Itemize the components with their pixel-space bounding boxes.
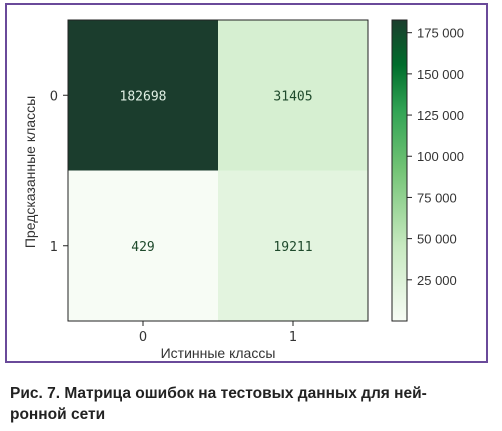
colorbar-tick-label: 75 000 bbox=[417, 190, 457, 205]
colorbar-tick-label: 125 000 bbox=[417, 108, 464, 123]
colorbar-tick-label: 175 000 bbox=[417, 26, 464, 41]
cell-value-label: 31405 bbox=[273, 89, 312, 104]
x-tick-label: 0 bbox=[139, 330, 147, 345]
colorbar-tick-label: 50 000 bbox=[417, 232, 457, 247]
x-tick-label: 1 bbox=[289, 330, 297, 345]
y-axis-label: Предсказанные классы bbox=[22, 96, 38, 248]
caption-line-1: Рис. 7. Матрица ошибок на тестовых данны… bbox=[10, 385, 427, 402]
cell-value-label: 182698 bbox=[120, 89, 167, 104]
cell-value-label: 19211 bbox=[273, 240, 312, 255]
heatmap-cell bbox=[68, 170, 218, 321]
cell-value-label: 429 bbox=[131, 240, 154, 255]
y-tick-label: 1 bbox=[50, 240, 58, 255]
heatmap-cell bbox=[218, 20, 368, 171]
colorbar-tick-label: 25 000 bbox=[417, 273, 457, 288]
heatmap-cell bbox=[218, 170, 368, 321]
colorbar-tick-label: 100 000 bbox=[417, 149, 464, 164]
figure-caption: Рис. 7. Матрица ошибок на тестовых данны… bbox=[10, 383, 492, 425]
caption-line-2: ронной сети bbox=[10, 406, 106, 423]
x-axis-label: Истинные классы bbox=[161, 345, 276, 361]
y-tick-label: 0 bbox=[50, 89, 58, 104]
colorbar-tick-label: 150 000 bbox=[417, 67, 464, 82]
colorbar bbox=[391, 19, 408, 322]
heatmap-cell bbox=[68, 20, 218, 171]
matrix-border bbox=[67, 19, 369, 322]
